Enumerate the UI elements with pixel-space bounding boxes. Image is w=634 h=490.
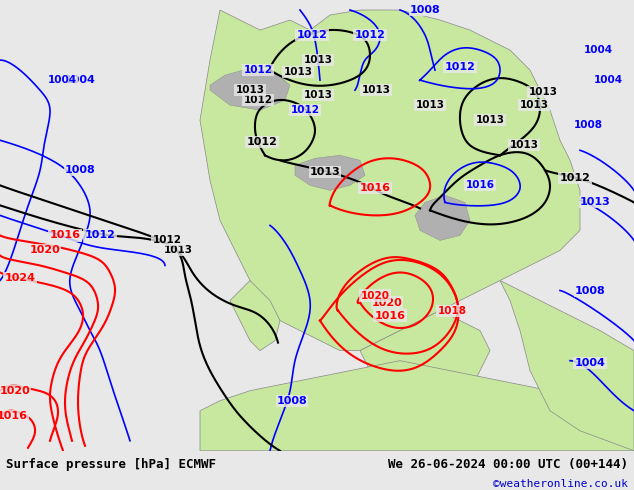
Text: 1020: 1020 (0, 386, 30, 396)
Text: 1013: 1013 (415, 100, 444, 110)
Polygon shape (230, 280, 280, 351)
Text: 1016: 1016 (0, 411, 27, 421)
Text: 1008: 1008 (276, 396, 307, 406)
Text: 1013: 1013 (235, 85, 264, 95)
Text: 1013: 1013 (476, 115, 505, 125)
Text: 1013: 1013 (519, 100, 548, 110)
Text: 1016: 1016 (465, 180, 495, 190)
Text: 1012: 1012 (297, 30, 327, 40)
Text: We 26-06-2024 00:00 UTC (00+144): We 26-06-2024 00:00 UTC (00+144) (387, 458, 628, 471)
Text: 1008: 1008 (574, 286, 605, 295)
Text: 1012: 1012 (243, 95, 273, 105)
Polygon shape (210, 68, 290, 110)
Text: 1013: 1013 (304, 55, 332, 65)
Text: Surface pressure [hPa] ECMWF: Surface pressure [hPa] ECMWF (6, 458, 216, 471)
Text: ©weatheronline.co.uk: ©weatheronline.co.uk (493, 479, 628, 489)
Text: 1020: 1020 (30, 245, 60, 255)
Polygon shape (200, 10, 580, 351)
Text: 1013: 1013 (304, 90, 332, 100)
Text: 1012: 1012 (153, 235, 181, 245)
Text: 1008: 1008 (410, 5, 441, 15)
Text: 1004: 1004 (65, 75, 96, 85)
Text: 1013: 1013 (283, 67, 313, 77)
Text: 1004: 1004 (48, 75, 77, 85)
Text: 1008: 1008 (574, 120, 602, 130)
Text: 1004: 1004 (574, 358, 605, 368)
Text: 1008: 1008 (65, 165, 95, 175)
Text: 1013: 1013 (361, 85, 391, 95)
Text: 1013: 1013 (309, 167, 340, 177)
Polygon shape (200, 361, 634, 451)
Text: 1016: 1016 (49, 230, 81, 241)
Text: 1020: 1020 (372, 297, 403, 308)
Polygon shape (360, 311, 490, 441)
Text: 1013: 1013 (164, 245, 193, 255)
Text: 1016: 1016 (359, 183, 391, 194)
Text: 1020: 1020 (361, 291, 389, 300)
Text: 1012: 1012 (560, 173, 590, 183)
Text: 1013: 1013 (529, 87, 557, 97)
Text: 1012: 1012 (444, 62, 476, 72)
Text: 1024: 1024 (4, 273, 36, 284)
Text: 1012: 1012 (84, 230, 115, 241)
Text: 1012: 1012 (354, 30, 385, 40)
Polygon shape (415, 196, 470, 241)
Text: 1013: 1013 (510, 140, 538, 150)
Polygon shape (295, 155, 365, 190)
Text: 1012: 1012 (290, 105, 320, 115)
Text: 1013: 1013 (579, 197, 611, 207)
Text: 1004: 1004 (583, 45, 612, 55)
Polygon shape (500, 280, 634, 451)
Text: 1012: 1012 (243, 65, 273, 75)
Text: 1016: 1016 (375, 311, 406, 320)
Text: 1018: 1018 (437, 306, 467, 316)
Text: 1004: 1004 (593, 75, 623, 85)
Text: 1012: 1012 (247, 137, 278, 147)
